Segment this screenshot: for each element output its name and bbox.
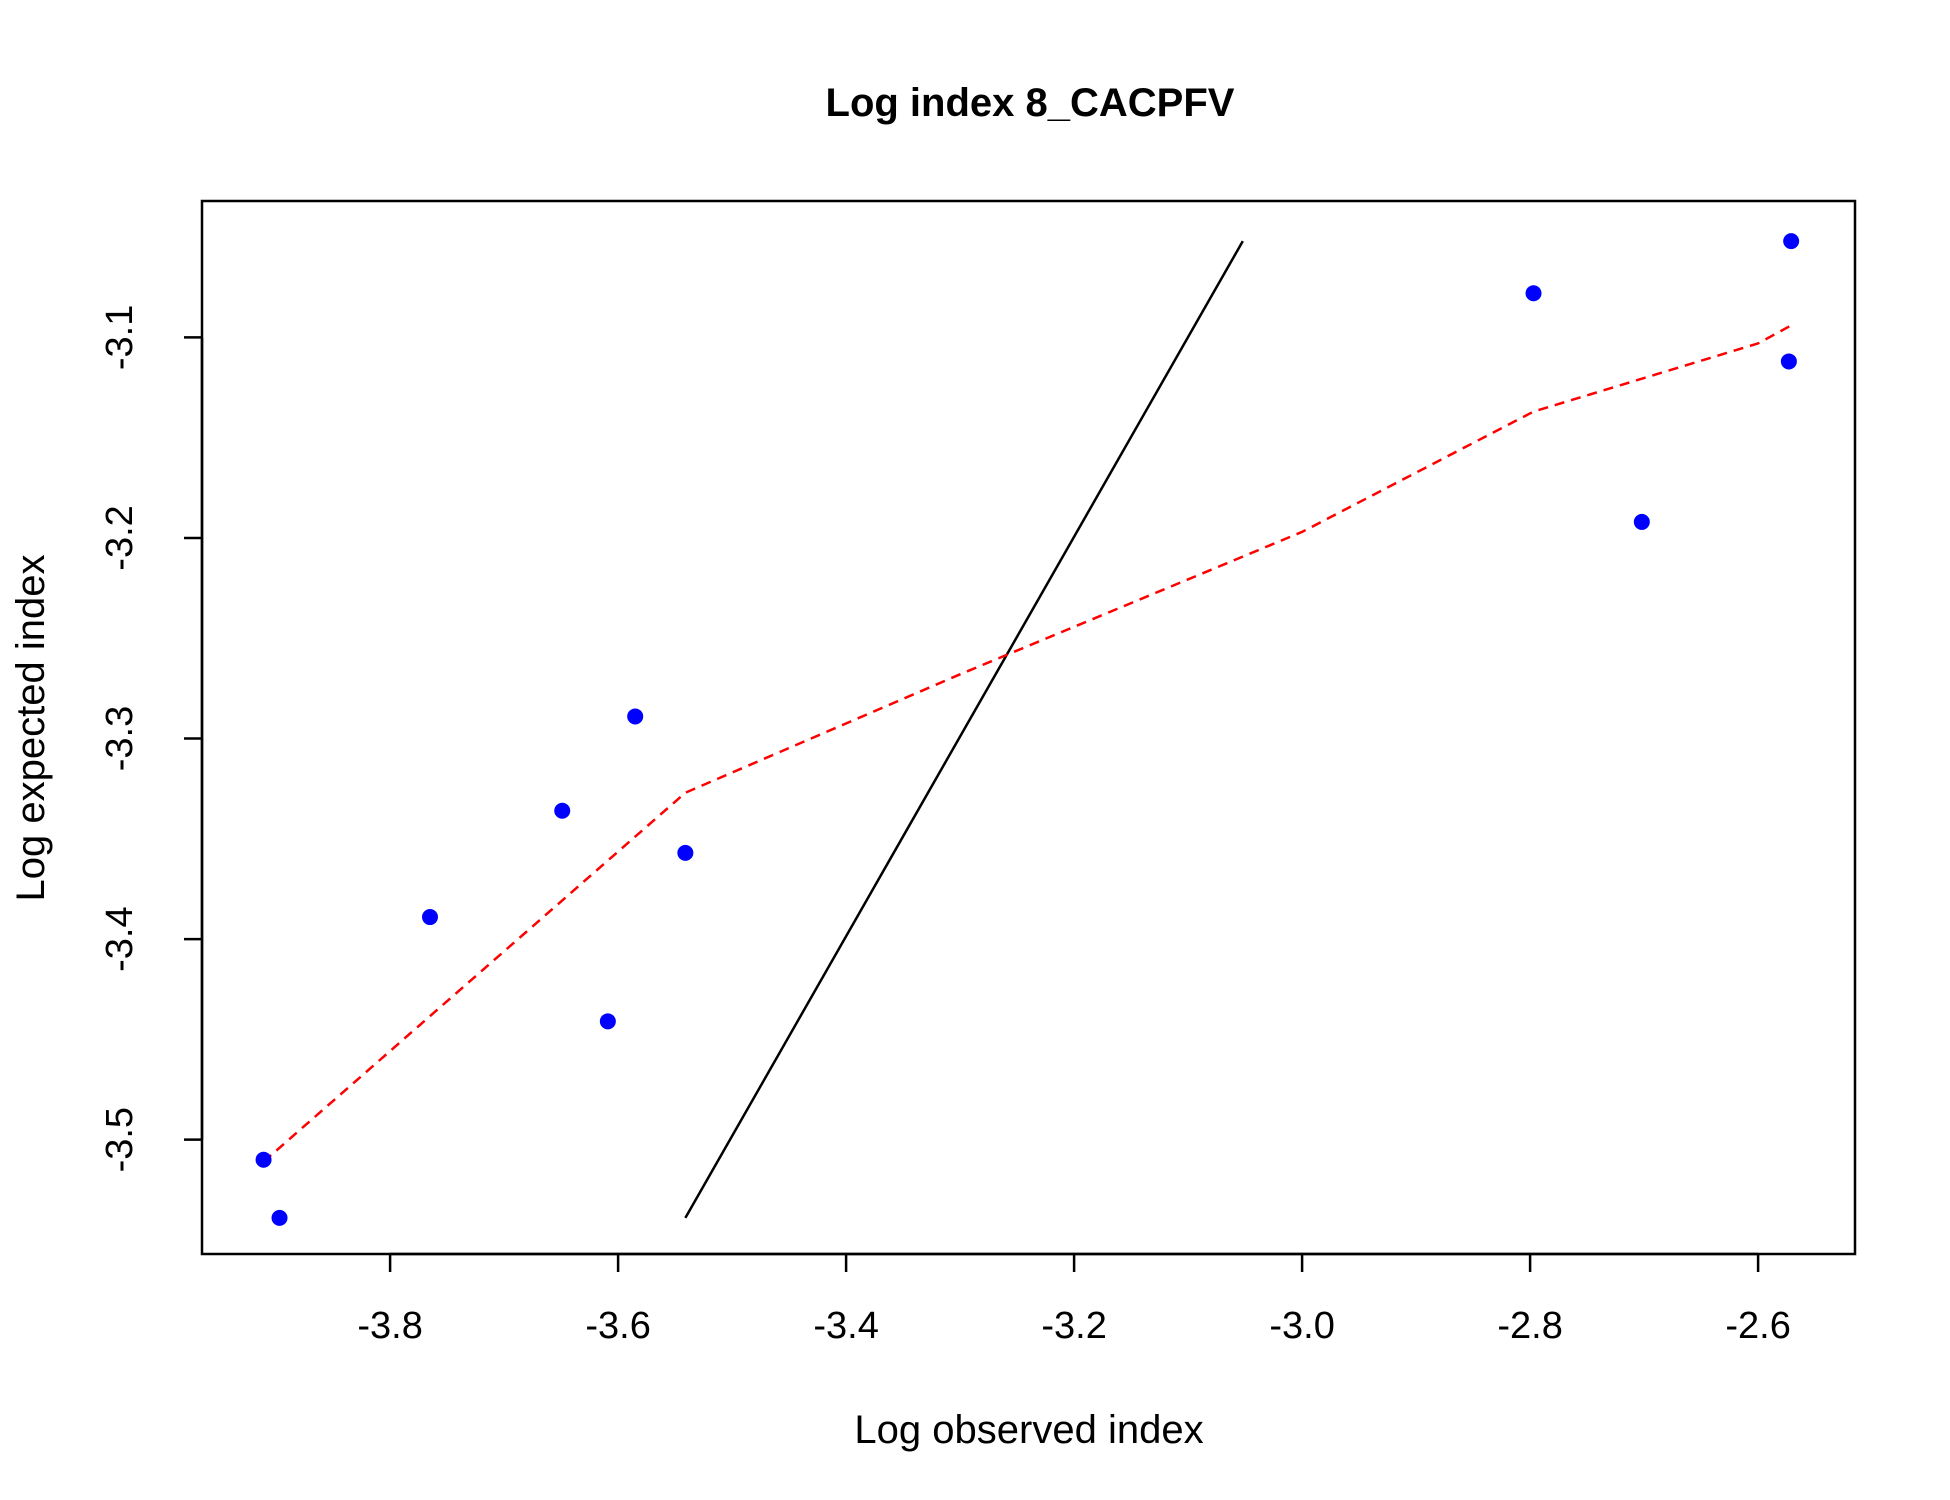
y-tick-label: -3.4 (99, 906, 141, 971)
x-axis-label: Log observed index (854, 1408, 1203, 1452)
data-point (554, 802, 571, 819)
data-point (1525, 285, 1542, 302)
data-point (1780, 353, 1797, 370)
data-point (1783, 233, 1800, 250)
data-point (599, 1013, 616, 1030)
y-tick-label: -3.1 (99, 305, 141, 370)
reference-line (684, 240, 1244, 1219)
y-tick-label: -3.2 (99, 505, 141, 570)
chart-lines (262, 240, 1792, 1219)
data-points (255, 233, 1800, 1226)
x-tick-label: -3.6 (585, 1305, 650, 1347)
x-tick-label: -3.2 (1041, 1305, 1106, 1347)
smoothed-fit-line (262, 324, 1792, 1163)
x-tick-label: -3.8 (357, 1305, 422, 1347)
data-point (255, 1151, 272, 1168)
x-tick-label: -3.4 (813, 1305, 878, 1347)
y-tick-label: -3.3 (99, 706, 141, 771)
data-point (271, 1209, 288, 1226)
y-axis: -3.5 -3.4 -3.3 -3.2 -3.1 (99, 305, 204, 1172)
data-point (422, 909, 438, 926)
x-tick-label: -2.6 (1725, 1305, 1790, 1347)
data-point (1633, 513, 1650, 530)
data-point (627, 708, 644, 725)
data-point (677, 844, 694, 861)
x-tick-label: -2.8 (1497, 1305, 1562, 1347)
x-axis: -3.8 -3.6 -3.4 -3.2 -3.0 -2.8 -2.6 (357, 1252, 1791, 1347)
chart-title: Log index 8_CACPFV (826, 81, 1235, 125)
x-tick-label: -3.0 (1269, 1305, 1334, 1347)
y-tick-label: -3.5 (99, 1107, 141, 1172)
y-axis-label: Log expected index (9, 555, 53, 902)
